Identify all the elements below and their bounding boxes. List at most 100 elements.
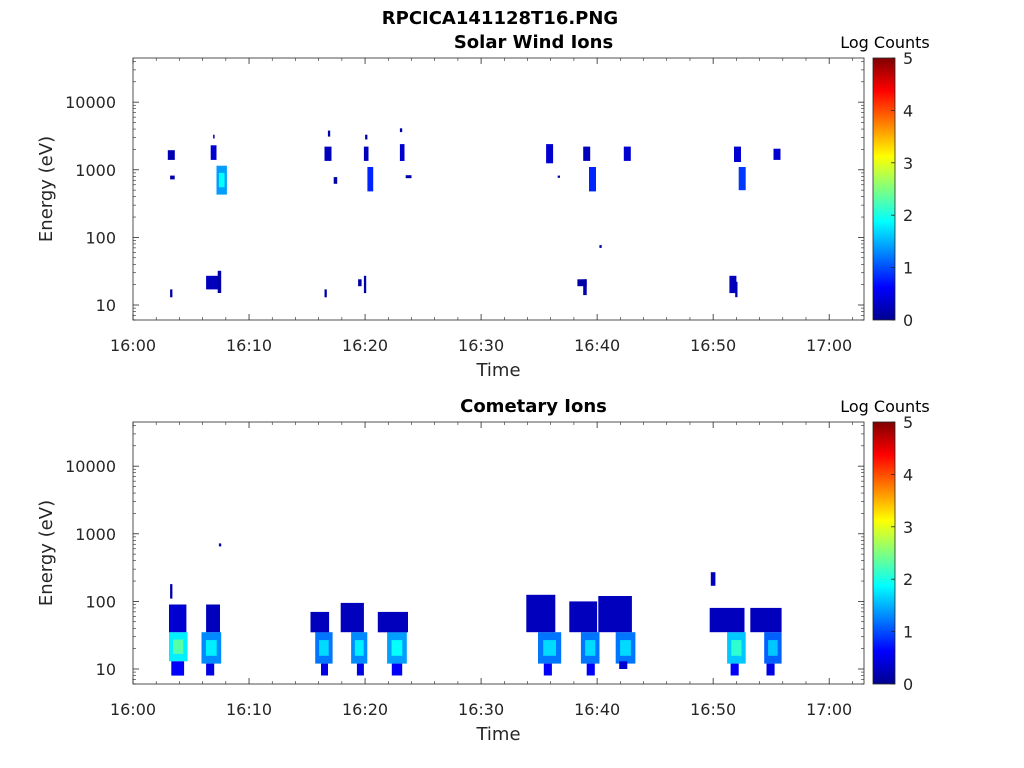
heatmap-cell xyxy=(206,604,220,633)
colorbar-tick-label: 0 xyxy=(903,311,913,330)
y-tick-label: 100 xyxy=(85,228,116,247)
heatmap-cell xyxy=(170,175,175,180)
heatmap-cell xyxy=(734,146,741,162)
y-tick-label: 10000 xyxy=(65,457,116,476)
x-tick-label: 16:40 xyxy=(574,336,620,355)
heatmap-cell xyxy=(583,146,591,161)
heatmap-cell xyxy=(773,148,781,160)
heatmap-cell xyxy=(399,128,403,133)
heatmap-core xyxy=(620,640,631,656)
panel-solar-wind-ions: Solar Wind Ions 16:00 16:10 16:20 16:30 16:40… xyxy=(36,32,930,381)
x-tick-label: 16:30 xyxy=(458,700,504,719)
heatmap-cell xyxy=(321,663,328,676)
plot-frame xyxy=(132,421,865,685)
heatmap-cell xyxy=(619,661,628,669)
colorbar-tick-label: 1 xyxy=(903,623,913,642)
x-tick-label: 16:10 xyxy=(226,336,272,355)
heatmap-core xyxy=(205,640,217,656)
heatmap-cell xyxy=(213,134,215,139)
heatmap-cell xyxy=(577,279,587,287)
x-tick-label: 16:30 xyxy=(458,336,504,355)
plot-area xyxy=(133,422,864,684)
heatmap-cell xyxy=(377,611,408,633)
heatmap-cell xyxy=(598,596,632,633)
heatmap-cell xyxy=(358,279,362,287)
panel-title: Solar Wind Ions xyxy=(454,32,613,53)
y-tick-label: 10000 xyxy=(65,93,116,112)
heatmap-cell xyxy=(324,289,327,298)
panel-title: Cometary Ions xyxy=(460,396,607,417)
heatmap-cell xyxy=(324,146,332,161)
x-tick-label: 16:20 xyxy=(342,336,388,355)
plot-area xyxy=(133,58,864,320)
heatmap-cell xyxy=(167,150,175,160)
colorbar-tick-label: 0 xyxy=(903,675,913,694)
heatmap-cell xyxy=(599,245,602,248)
heatmap-cell xyxy=(333,177,338,184)
heatmap-cell xyxy=(709,607,745,633)
x-tick-label: 16:10 xyxy=(226,700,272,719)
heatmap-cell xyxy=(171,661,185,676)
colorbar-tick-label: 4 xyxy=(903,465,913,484)
heatmap-cell xyxy=(327,130,331,137)
plot-frame xyxy=(132,57,865,321)
x-tick-label: 16:50 xyxy=(690,700,736,719)
heatmap-cell xyxy=(543,663,552,676)
heatmap-cell xyxy=(206,663,215,676)
x-tick-label: 16:00 xyxy=(110,700,156,719)
heatmap-cell xyxy=(206,275,219,290)
heatmap-cell xyxy=(405,175,412,179)
heatmap-cell xyxy=(710,572,716,586)
heatmap-cell xyxy=(729,275,737,294)
heatmap-cell xyxy=(217,270,222,293)
x-axis-label: Time xyxy=(475,724,520,745)
colorbar-label: Log Counts xyxy=(840,397,930,416)
heatmap-cell xyxy=(310,611,330,633)
heatmap-cell xyxy=(569,601,598,633)
x-tick-label: 16:00 xyxy=(110,336,156,355)
colorbar-label: Log Counts xyxy=(840,33,930,52)
heatmap-cell xyxy=(557,175,560,178)
x-tick-label: 17:00 xyxy=(806,336,852,355)
heatmap-cell xyxy=(766,663,775,676)
heatmap-cell xyxy=(218,543,222,547)
y-tick-label: 10 xyxy=(96,660,116,679)
colorbar-tick-label: 3 xyxy=(903,154,913,173)
heatmap-cell xyxy=(363,146,369,161)
x-tick-label: 16:50 xyxy=(690,336,736,355)
y-tick-label: 100 xyxy=(85,592,116,611)
heatmap-cell xyxy=(170,584,173,599)
colorbar-tick-label: 3 xyxy=(903,518,913,537)
y-tick-label: 1000 xyxy=(75,161,116,180)
heatmap-cell xyxy=(367,167,374,192)
colorbar xyxy=(872,421,896,685)
heatmap-cell xyxy=(750,607,782,633)
colorbar-tick-label: 4 xyxy=(903,101,913,120)
heatmap-cell xyxy=(363,275,367,294)
heatmap-cell xyxy=(586,663,595,676)
heatmap-cell xyxy=(738,167,746,191)
colorbar-tick-label: 1 xyxy=(903,259,913,278)
colorbar-tick-label: 5 xyxy=(903,49,913,68)
heatmap-core xyxy=(218,172,225,188)
colorbar xyxy=(872,57,896,321)
heatmap-core xyxy=(391,640,403,656)
x-axis-label: Time xyxy=(475,360,520,381)
heatmap-cell xyxy=(730,663,739,676)
heatmap-core xyxy=(543,640,556,656)
heatmap-core xyxy=(173,639,184,654)
heatmap-cell xyxy=(356,663,364,676)
x-tick-label: 16:40 xyxy=(574,700,620,719)
heatmap-core xyxy=(354,640,364,656)
heatmap-cell xyxy=(546,144,554,164)
heatmap-core xyxy=(585,640,596,656)
heatmap-cell xyxy=(589,167,596,192)
heatmap-cell xyxy=(365,134,368,140)
heatmap-cell xyxy=(735,281,738,298)
heatmap-cell xyxy=(583,279,587,296)
heatmap-core xyxy=(731,640,742,656)
heatmap-cell xyxy=(170,289,173,298)
heatmap-cell xyxy=(391,663,403,676)
x-tick-label: 17:00 xyxy=(806,700,852,719)
colorbar-tick-label: 5 xyxy=(903,413,913,432)
